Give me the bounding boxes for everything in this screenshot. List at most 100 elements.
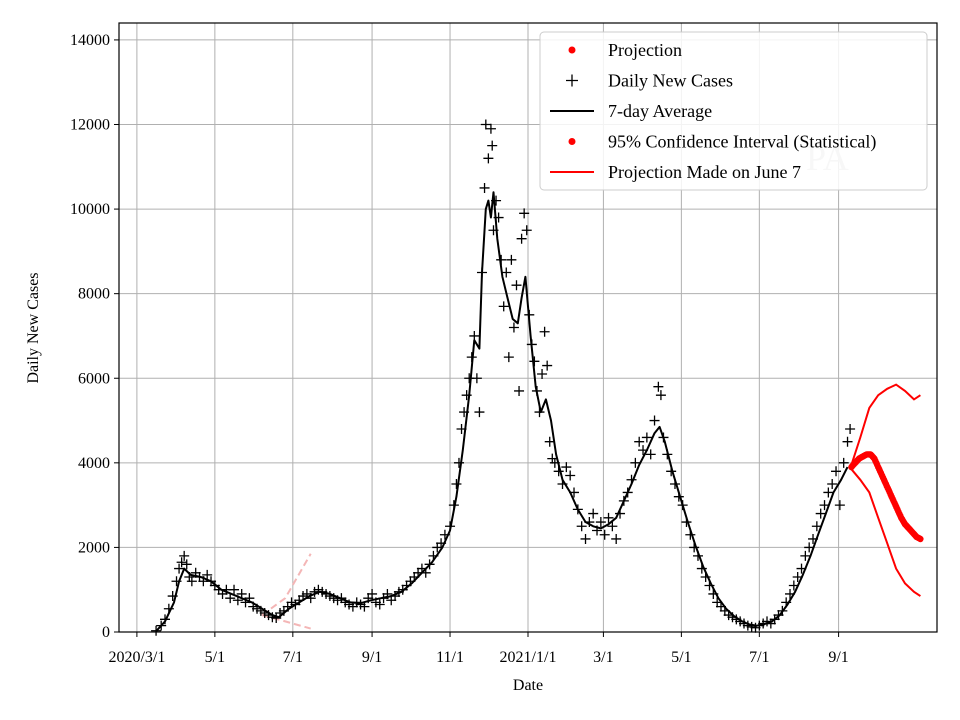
legend-label: Projection Made on June 7 (608, 162, 801, 182)
daily-case-marker (653, 381, 664, 392)
daily-case-marker (471, 373, 482, 384)
daily-case-marker (474, 407, 485, 418)
daily-case-marker (588, 508, 599, 519)
y-tick-label: 0 (102, 624, 110, 641)
daily-case-marker (367, 588, 378, 599)
daily-new-cases-markers (151, 119, 856, 636)
daily-case-marker (453, 457, 464, 468)
seven-day-average-path (155, 191, 849, 632)
daily-case-marker (655, 390, 666, 401)
legend-label: Projection (608, 40, 682, 60)
daily-case-marker (599, 529, 610, 540)
daily-case-marker (838, 457, 849, 468)
legend-box (539, 31, 928, 191)
daily-case-marker (565, 470, 576, 481)
daily-case-marker (611, 533, 622, 544)
daily-case-marker (634, 436, 645, 447)
x-tick-label: 9/1 (362, 649, 382, 666)
projection-dot (917, 535, 924, 543)
daily-case-marker (225, 593, 236, 604)
daily-case-marker (834, 500, 845, 511)
y-axis-ticks: 0 2000 4000 6000 8000 10000 12000 14000 (70, 32, 119, 641)
legend-label: Daily New Cases (608, 71, 733, 91)
x-tick-label: 2020/3/1 (108, 649, 165, 666)
daily-case-marker (537, 369, 548, 380)
june-projection-band (261, 553, 312, 630)
y-axis-label: Daily New Cases (25, 272, 42, 383)
june-projection-upper (261, 553, 312, 616)
y-tick-label: 12000 (70, 117, 110, 134)
daily-case-marker (831, 466, 842, 477)
daily-case-marker (823, 487, 834, 498)
daily-case-marker (607, 521, 618, 532)
daily-case-marker (630, 457, 641, 468)
daily-case-marker (539, 326, 550, 337)
daily-case-marker (451, 478, 462, 489)
daily-case-marker (514, 385, 525, 396)
x-tick-label: 7/1 (283, 649, 303, 666)
daily-case-marker (501, 267, 512, 278)
daily-case-marker (503, 352, 514, 363)
daily-case-marker (595, 517, 606, 528)
daily-case-marker (511, 280, 522, 291)
daily-case-marker (506, 254, 517, 265)
y-tick-label: 4000 (78, 455, 110, 472)
daily-case-marker (174, 563, 185, 574)
x-tick-label: 9/1 (828, 649, 848, 666)
daily-case-marker (542, 360, 553, 371)
legend-label: 95% Confidence Interval (Statistical) (608, 132, 876, 153)
legend-swatch-plus (566, 74, 578, 87)
daily-case-marker (516, 233, 527, 244)
daily-case-marker (580, 533, 591, 544)
daily-case-marker (815, 508, 826, 519)
daily-case-marker (519, 208, 530, 219)
daily-case-marker (181, 559, 192, 570)
daily-case-marker (479, 182, 490, 193)
daily-case-marker (842, 436, 853, 447)
x-tick-label: 5/1 (205, 649, 225, 666)
daily-case-marker (508, 322, 519, 333)
y-tick-label: 14000 (70, 32, 110, 49)
x-tick-label: 2021/1/1 (500, 649, 557, 666)
ci-upper-line (850, 383, 921, 466)
confidence-interval-band (850, 383, 921, 597)
daily-case-marker (576, 521, 587, 532)
daily-case-marker (498, 301, 509, 312)
daily-case-marker (649, 415, 660, 426)
daily-case-marker (603, 512, 614, 523)
x-axis-label: Date (513, 677, 543, 694)
daily-case-marker (827, 478, 838, 489)
daily-case-marker (229, 584, 240, 595)
legend: Projection Daily New Cases 7-day Average 95… (539, 31, 928, 191)
x-tick-label: 5/1 (671, 649, 691, 666)
daily-case-marker (480, 119, 491, 130)
x-tick-label: 3/1 (593, 649, 613, 666)
daily-case-marker (483, 153, 494, 164)
daily-case-marker (485, 123, 496, 134)
x-tick-label: 7/1 (749, 649, 769, 666)
y-tick-label: 10000 (70, 201, 110, 218)
legend-swatch-dot (568, 46, 576, 54)
legend-label: 7-day Average (608, 101, 712, 121)
daily-case-marker (800, 550, 811, 561)
daily-case-marker (645, 449, 656, 460)
daily-case-marker (374, 599, 385, 610)
daily-case-marker (544, 436, 555, 447)
daily-case-marker (202, 569, 213, 580)
daily-case-marker (521, 225, 532, 236)
daily-case-marker (487, 140, 498, 151)
daily-case-marker (845, 424, 856, 434)
x-tick-label: 11/1 (436, 649, 464, 666)
june-projection-lower (261, 614, 311, 630)
y-tick-label: 6000 (78, 370, 110, 387)
daily-case-marker (271, 613, 282, 624)
ci-lower-line (850, 468, 921, 597)
seven-day-average-line (155, 191, 849, 632)
daily-case-marker (179, 550, 190, 561)
daily-case-marker (641, 432, 652, 443)
daily-case-marker (186, 576, 197, 587)
projection-dots (848, 451, 924, 543)
legend-swatch-dot (568, 138, 576, 145)
daily-case-marker (359, 601, 370, 612)
